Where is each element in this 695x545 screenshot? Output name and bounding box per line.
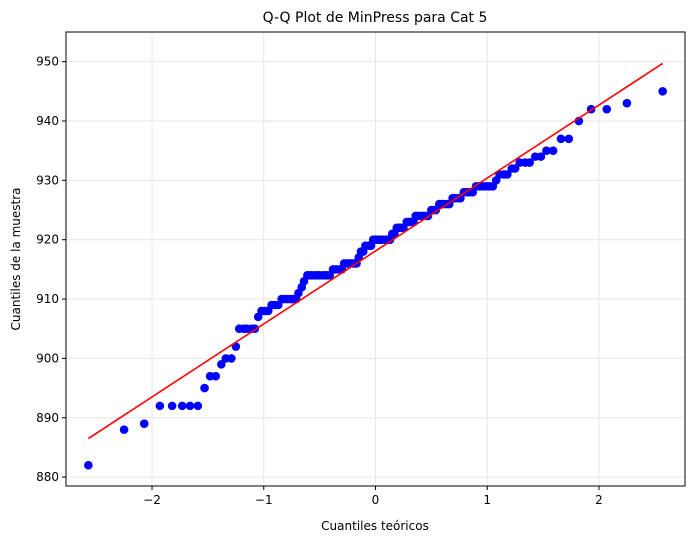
- reference-line: [87, 62, 664, 440]
- data-point: [510, 164, 520, 173]
- y-axis: 880 890 900 910 920 930 940 950: [36, 55, 66, 484]
- reference-line-segment: [87, 62, 664, 440]
- data-point: [525, 158, 534, 167]
- data-point: [84, 460, 93, 470]
- x-tick-label: 1: [483, 493, 491, 507]
- data-point: [622, 98, 632, 108]
- data-point: [542, 146, 551, 155]
- y-tick-label: 900: [36, 351, 59, 365]
- data-point: [503, 170, 512, 179]
- x-axis-title: Cuantiles teóricos: [321, 519, 429, 533]
- data-point: [177, 401, 187, 411]
- data-point: [564, 134, 574, 144]
- y-tick-label: 910: [36, 292, 59, 306]
- x-axis: −2 −1 0 1 2: [143, 486, 603, 507]
- x-tick-label: 0: [372, 493, 380, 507]
- y-axis-title: Cuantiles de la muestra: [9, 187, 23, 330]
- x-tick-label: −2: [143, 493, 161, 507]
- y-tick-label: 890: [36, 411, 59, 425]
- data-point: [167, 401, 177, 411]
- data-point: [155, 401, 165, 411]
- data-point: [556, 134, 566, 144]
- data-point: [658, 87, 667, 96]
- data-point: [200, 383, 209, 393]
- data-point: [227, 354, 236, 363]
- data-point: [548, 146, 558, 155]
- chart-title: Q-Q Plot de MinPress para Cat 5: [263, 10, 488, 26]
- data-point: [211, 371, 221, 381]
- x-tick-label: −1: [255, 493, 273, 507]
- y-tick-label: 940: [36, 114, 59, 128]
- data-point: [185, 401, 195, 411]
- data-point: [139, 419, 149, 428]
- data-point: [602, 104, 612, 114]
- y-tick-label: 930: [36, 173, 59, 187]
- y-tick-label: 920: [36, 233, 59, 247]
- y-tick-label: 880: [36, 470, 59, 484]
- data-point: [119, 425, 129, 434]
- y-tick-label: 950: [36, 55, 59, 69]
- x-tick-label: 2: [595, 493, 603, 507]
- grid-lines: [66, 32, 685, 486]
- data-point: [217, 360, 226, 369]
- data-point: [193, 401, 203, 411]
- data-point: [536, 152, 546, 161]
